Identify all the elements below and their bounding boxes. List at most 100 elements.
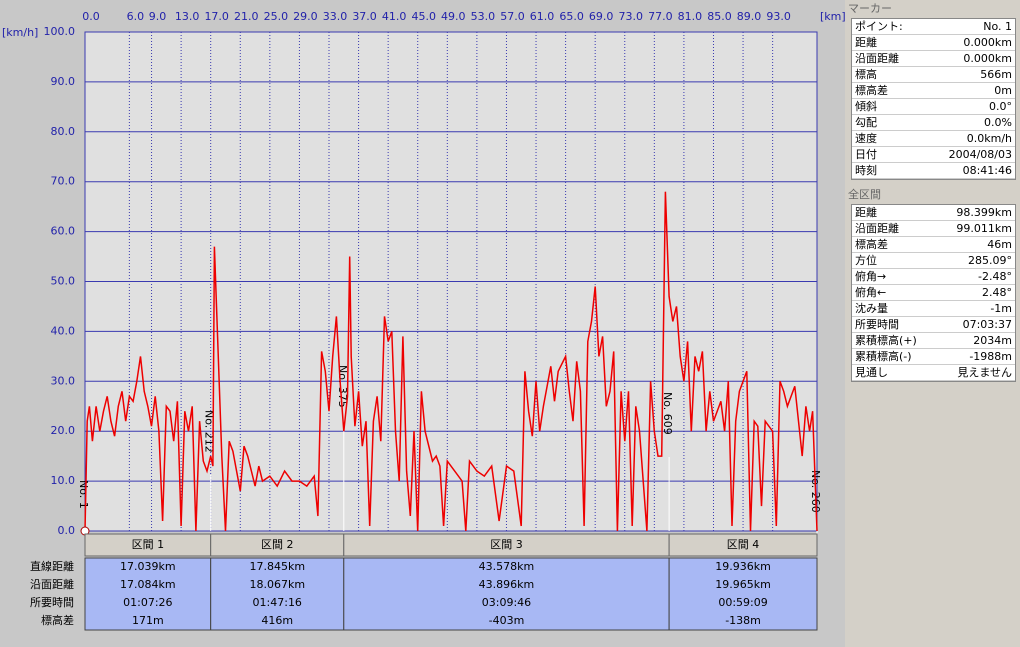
info-value: 0m (994, 84, 1012, 97)
section-value: 19.936km (715, 560, 771, 573)
info-key: 時刻 (855, 164, 877, 177)
info-row: 沿面距離 0.000km (852, 51, 1015, 67)
section-header: 区間 3 (490, 538, 523, 551)
section-value: 19.965km (715, 578, 771, 591)
info-value: 46m (987, 238, 1012, 251)
x-tick-label: 45.0 (411, 10, 436, 23)
info-value: 見えません (957, 366, 1012, 379)
info-row: 時刻 08:41:46 (852, 163, 1015, 179)
panel-title: マーカー (845, 0, 1020, 18)
info-key: 距離 (855, 36, 877, 49)
y-tick-label: 70.0 (51, 175, 76, 188)
x-tick-label: 65.0 (559, 10, 584, 23)
info-key: 見通し (855, 366, 888, 379)
info-value: 566m (980, 68, 1012, 81)
info-row: 傾斜 0.0° (852, 99, 1015, 115)
info-value: 98.399km (956, 206, 1012, 219)
x-tick-label: 93.0 (766, 10, 791, 23)
info-key: 傾斜 (855, 100, 877, 113)
info-value: -2.48° (978, 270, 1012, 283)
y-tick-label: 60.0 (51, 225, 76, 238)
y-tick-label: 20.0 (51, 424, 76, 437)
x-tick-label: 77.0 (648, 10, 673, 23)
info-value: 285.09° (968, 254, 1012, 267)
info-key: 累積標高(-) (855, 350, 912, 363)
x-tick-label: 73.0 (619, 10, 644, 23)
x-tick-label: 89.0 (737, 10, 762, 23)
info-row: 距離 0.000km (852, 35, 1015, 51)
section-header: 区間 1 (132, 538, 165, 551)
info-value: 2.48° (982, 286, 1012, 299)
info-value: 0.000km (963, 52, 1012, 65)
info-row: 標高 566m (852, 67, 1015, 83)
info-key: 勾配 (855, 116, 877, 129)
x-tick-label: 85.0 (707, 10, 732, 23)
info-key: 標高差 (855, 84, 888, 97)
x-tick-label: 0.0 (82, 10, 100, 23)
x-tick-label: 69.0 (589, 10, 614, 23)
info-value: 99.011km (956, 222, 1012, 235)
info-value: -1988m (969, 350, 1012, 363)
x-tick-label: 9.0 (149, 10, 167, 23)
section-header: 区間 2 (261, 538, 294, 551)
x-tick-label: 33.0 (323, 10, 348, 23)
info-key: 日付 (855, 148, 877, 161)
y-unit: [km/h] (2, 26, 38, 39)
y-tick-label: 100.0 (44, 25, 76, 38)
info-row: 勾配 0.0% (852, 115, 1015, 131)
marker-box: ポイント: No. 1 距離 0.000km 沿面距離 0.000km 標高 566m 標高差 0… (851, 18, 1016, 180)
x-tick-label: 49.0 (441, 10, 466, 23)
info-value: 07:03:37 (962, 318, 1012, 331)
info-key: 累積標高(+) (855, 334, 917, 347)
section-value: 01:07:26 (123, 596, 172, 609)
info-value: -1m (990, 302, 1012, 315)
info-key: 方位 (855, 254, 877, 267)
x-tick-label: 29.0 (293, 10, 318, 23)
section-header-cell (668, 533, 818, 557)
info-row: 沈み量 -1m (852, 301, 1015, 317)
chart: [km/h] [km] 0.0 10.0 20.0 30.0 40.0 50.0 60.0 7… (2, 10, 845, 631)
x-tick-label: 81.0 (678, 10, 703, 23)
section-value: 17.845km (249, 560, 305, 573)
side-panel: マーカー ポイント: No. 1 距離 0.000km 沿面距離 0.000km 標高 566… (845, 0, 1020, 647)
info-row: 標高差 0m (852, 83, 1015, 99)
info-row: 沿面距離 99.011km (852, 221, 1015, 237)
row-label: 沿面距離 (30, 577, 74, 591)
info-row: 累積標高(-) -1988m (852, 349, 1015, 365)
x-tick-label: 37.0 (352, 10, 377, 23)
info-key: 沿面距離 (855, 52, 899, 65)
info-value: 2004/08/03 (948, 148, 1012, 161)
info-key: 俯角→ (855, 270, 887, 283)
row-label: 直線距離 (30, 559, 74, 573)
info-row: 速度 0.0km/h (852, 131, 1015, 147)
info-row: 見通し 見えません (852, 365, 1015, 381)
section-body (668, 557, 818, 631)
info-key: 沿面距離 (855, 222, 899, 235)
info-row: 日付 2004/08/03 (852, 147, 1015, 163)
x-unit: [km] (820, 10, 845, 23)
y-tick-label: 10.0 (51, 474, 76, 487)
section-body (84, 557, 212, 631)
x-tick-label: 25.0 (264, 10, 289, 23)
row-label: 標高差 (41, 613, 74, 627)
info-value: 0.0° (989, 100, 1012, 113)
section-value: 03:09:46 (482, 596, 531, 609)
info-value: 0.000km (963, 36, 1012, 49)
section-value: 17.039km (120, 560, 176, 573)
section-value: -403m (489, 614, 525, 627)
x-tick-label: 61.0 (530, 10, 555, 23)
section-header: 区間 4 (727, 538, 760, 551)
info-row: 俯角← 2.48° (852, 285, 1015, 301)
info-key: 距離 (855, 206, 877, 219)
info-value: 08:41:46 (962, 164, 1012, 177)
info-key: 標高差 (855, 238, 888, 251)
x-tick-label: 53.0 (471, 10, 496, 23)
section-value: 18.067km (249, 578, 305, 591)
info-row: 俯角→ -2.48° (852, 269, 1015, 285)
info-row: 累積標高(+) 2034m (852, 333, 1015, 349)
info-key: 速度 (855, 132, 877, 145)
marker-label: No. 609 (661, 392, 674, 435)
section-value: 01:47:16 (253, 596, 302, 609)
y-tick-label: 0.0 (58, 524, 76, 537)
marker-label: No. 1 (77, 480, 90, 509)
